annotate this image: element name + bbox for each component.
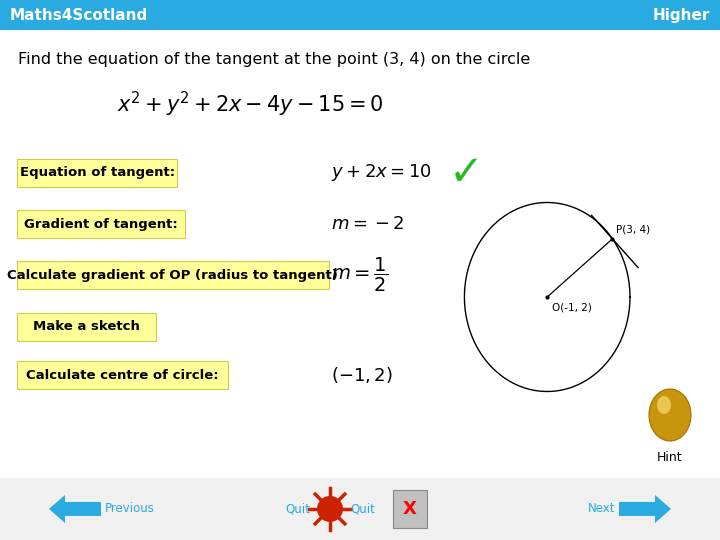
Text: Hint: Hint	[657, 451, 683, 464]
Text: Gradient of tangent:: Gradient of tangent:	[24, 218, 178, 231]
Text: P(3, 4): P(3, 4)	[616, 225, 651, 235]
Text: Maths4Scotland: Maths4Scotland	[10, 8, 148, 23]
Circle shape	[317, 496, 343, 522]
FancyBboxPatch shape	[17, 313, 156, 341]
FancyBboxPatch shape	[17, 361, 228, 389]
FancyBboxPatch shape	[17, 159, 177, 187]
Text: Quit: Quit	[285, 502, 310, 516]
Text: $x^2 + y^2 + 2x - 4y - 15 = 0$: $x^2 + y^2 + 2x - 4y - 15 = 0$	[117, 90, 384, 119]
FancyBboxPatch shape	[17, 210, 184, 238]
Text: Calculate gradient of OP (radius to tangent): Calculate gradient of OP (radius to tang…	[7, 269, 338, 282]
Bar	[0, 0, 720, 30]
Text: Next: Next	[588, 502, 615, 516]
Text: Equation of tangent:: Equation of tangent:	[19, 166, 175, 179]
Text: X: X	[403, 500, 417, 518]
Text: Quit: Quit	[350, 502, 375, 516]
FancyBboxPatch shape	[17, 261, 328, 289]
Ellipse shape	[657, 396, 671, 414]
Text: Calculate centre of circle:: Calculate centre of circle:	[26, 369, 219, 382]
Text: Previous: Previous	[105, 502, 155, 516]
Text: Find the equation of the tangent at the point (3, 4) on the circle: Find the equation of the tangent at the …	[18, 52, 530, 68]
FancyBboxPatch shape	[393, 490, 427, 528]
Text: $m = -2$: $m = -2$	[331, 215, 405, 233]
Bar	[0, 478, 720, 540]
Polygon shape	[619, 495, 671, 523]
Text: O(-1, 2): O(-1, 2)	[552, 302, 592, 312]
Text: $y + 2x = 10$: $y + 2x = 10$	[331, 163, 432, 183]
Text: $(-1, 2)$: $(-1, 2)$	[331, 365, 393, 386]
Text: $m = \dfrac{1}{2}$: $m = \dfrac{1}{2}$	[331, 256, 389, 294]
Text: Higher: Higher	[652, 8, 710, 23]
Ellipse shape	[649, 389, 691, 441]
Text: ✓: ✓	[449, 152, 484, 194]
Text: Make a sketch: Make a sketch	[33, 320, 140, 333]
Bar	[0, 30, 720, 478]
Polygon shape	[49, 495, 101, 523]
